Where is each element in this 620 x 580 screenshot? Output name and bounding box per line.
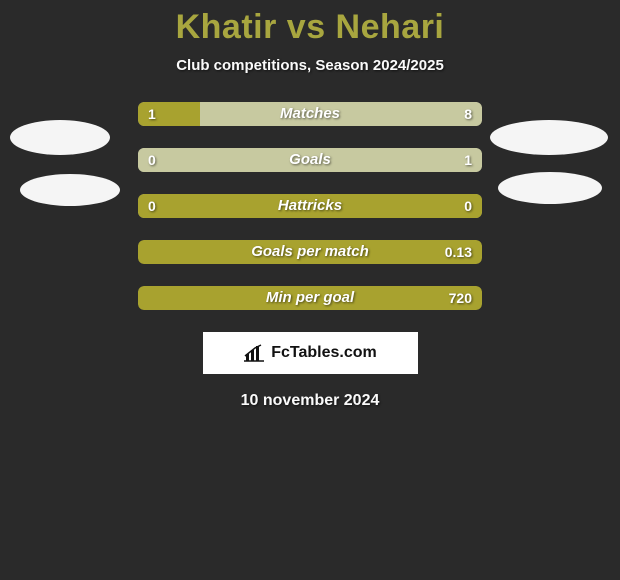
stat-row: 01Goals: [138, 148, 482, 172]
stat-row: 00Hattricks: [138, 194, 482, 218]
stat-row: 18Matches: [138, 102, 482, 126]
stat-label: Goals: [138, 148, 482, 172]
stat-label: Hattricks: [138, 194, 482, 218]
stat-label: Min per goal: [138, 286, 482, 310]
player-avatar-3: [490, 120, 608, 155]
stat-row: 720Min per goal: [138, 286, 482, 310]
page-subtitle: Club competitions, Season 2024/2025: [0, 57, 620, 74]
chart-area: 18Matches 01Goals 00Hattricks 0.13Goals per…: [0, 102, 620, 310]
stat-row: 0.13Goals per match: [138, 240, 482, 264]
stat-label: Goals per match: [138, 240, 482, 264]
source-logo-text: FcTables.com: [271, 344, 377, 362]
page-title: Khatir vs Nehari: [0, 0, 620, 47]
source-logo: FcTables.com: [203, 332, 418, 374]
player-avatar-1: [10, 120, 110, 155]
player-avatar-4: [498, 172, 602, 204]
bar-chart-icon: [243, 344, 265, 362]
date-label: 10 november 2024: [0, 392, 620, 410]
stat-label: Matches: [138, 102, 482, 126]
player-avatar-2: [20, 174, 120, 206]
